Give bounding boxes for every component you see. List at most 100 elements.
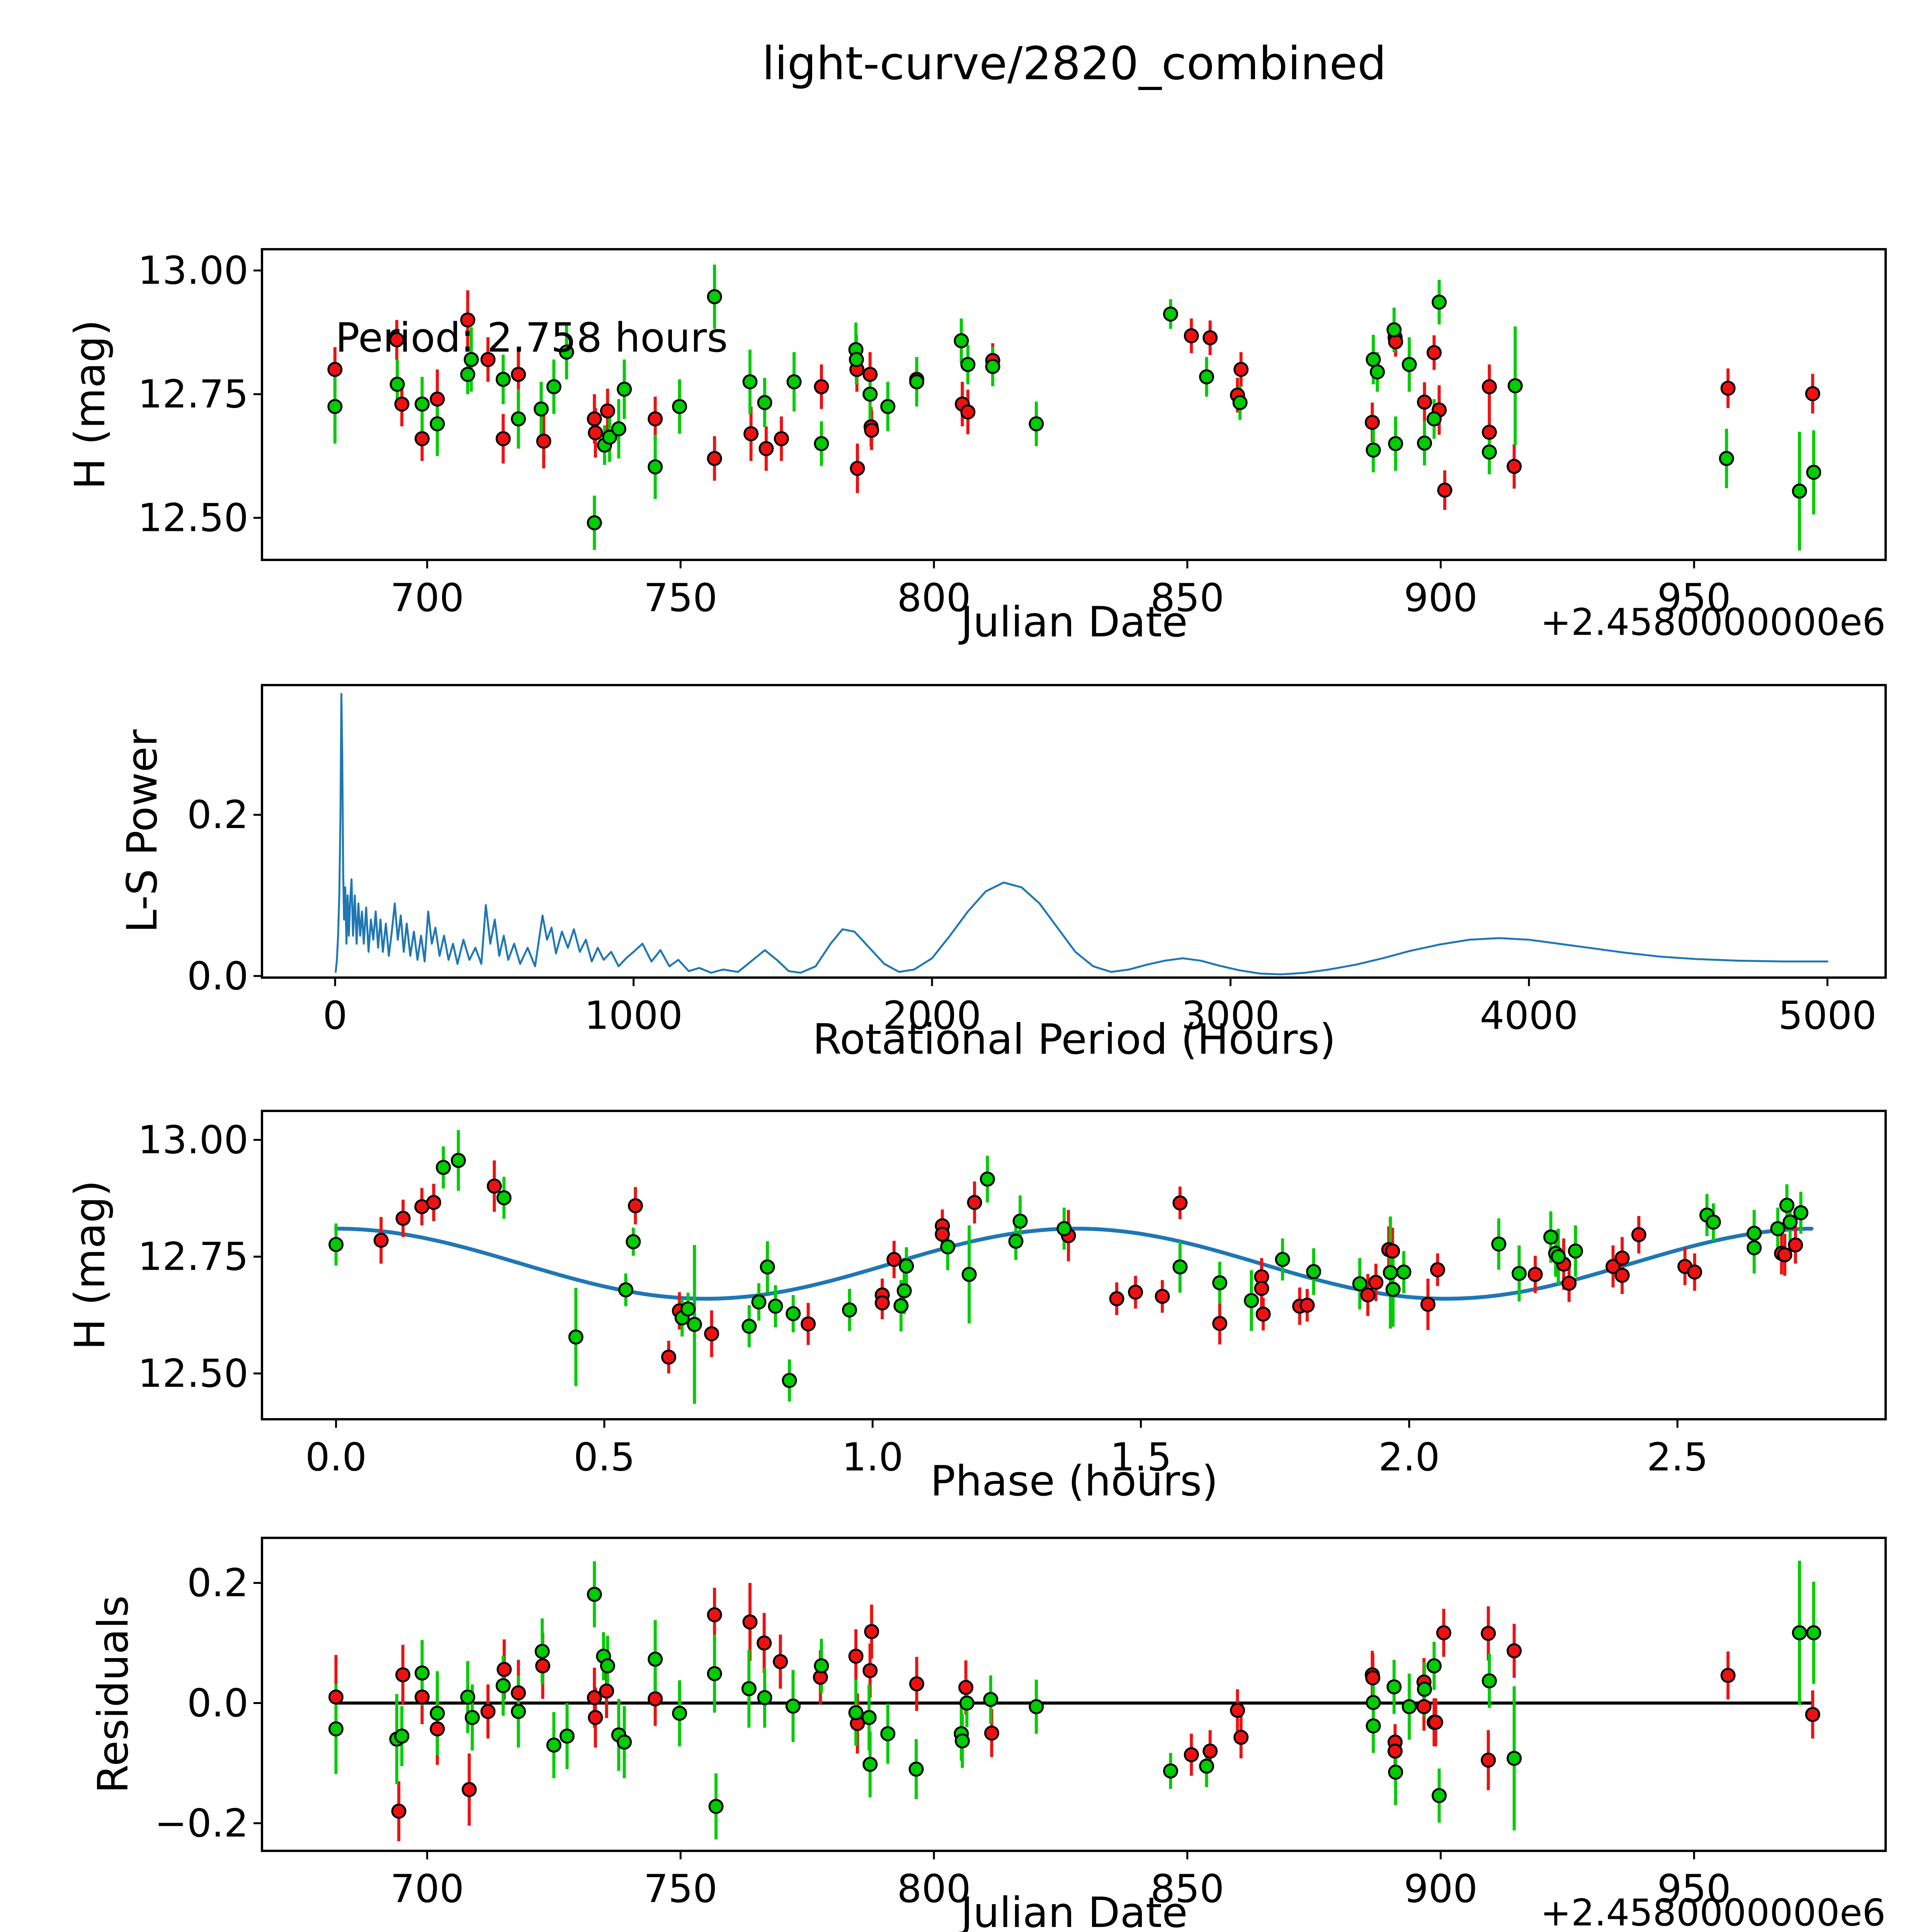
x-tick-label: 750: [644, 1866, 718, 1911]
data-point: [880, 399, 896, 414]
data-point: [760, 1259, 775, 1275]
data-point: [1507, 459, 1522, 474]
data-point: [1233, 1730, 1249, 1745]
data-point: [389, 377, 405, 392]
x-tick-label: 0.0: [305, 1434, 367, 1480]
data-point: [430, 1706, 445, 1721]
data-point: [426, 1195, 441, 1210]
data-point: [560, 1728, 575, 1744]
data-point: [1370, 364, 1385, 380]
data-point: [1401, 357, 1417, 372]
data-point: [958, 1680, 974, 1695]
data-point: [511, 1704, 526, 1719]
y-axis-residuals: 0.2 0.0 −0.2: [155, 1560, 262, 1846]
data-point: [1806, 464, 1821, 480]
data-point: [1719, 451, 1734, 466]
data-point: [1417, 435, 1432, 451]
data-point: [886, 1252, 902, 1267]
data-point: [600, 1658, 615, 1673]
data-point: [1385, 1282, 1401, 1297]
data-point: [961, 1267, 977, 1282]
data-point: [1806, 1625, 1821, 1641]
data-point: [1432, 294, 1447, 310]
data-point: [1481, 1673, 1497, 1689]
panel1-annotation: Period: 2.758 hours: [335, 314, 728, 361]
panel2-ylabel: L-S Power: [118, 729, 167, 933]
data-point: [1605, 1259, 1621, 1274]
markers-green: [328, 1587, 1821, 1814]
axes-frame: [261, 248, 1887, 561]
data-point: [394, 396, 410, 412]
data-point: [1491, 1236, 1507, 1252]
y-tick-label: 0.2: [187, 1560, 248, 1605]
x-tick-label: 2000: [883, 993, 981, 1038]
data-point: [599, 1683, 614, 1699]
data-point: [1401, 1699, 1417, 1714]
y-tick-label: 13.00: [138, 1117, 248, 1162]
data-point: [1172, 1195, 1188, 1211]
data-point: [1481, 379, 1497, 395]
x-axis-residuals: 700 750 800 850 900 950: [390, 1851, 1731, 1911]
data-point: [486, 1179, 502, 1194]
data-point: [536, 434, 551, 449]
data-point: [587, 515, 602, 531]
x-tick-label: 950: [1657, 575, 1731, 620]
data-point: [742, 1614, 758, 1630]
data-point: [774, 431, 789, 446]
x-tick-label: 2.0: [1378, 1434, 1440, 1480]
data-point: [1551, 1249, 1566, 1264]
data-point: [1388, 436, 1403, 451]
data-point: [1360, 1287, 1376, 1303]
data-point: [1184, 1747, 1199, 1762]
data-point: [980, 1172, 995, 1187]
panel1-offset-text: +2.4580000000e6: [1540, 601, 1886, 644]
data-point: [743, 426, 759, 442]
x-axis-phase: 0.0 0.5 1.0 1.5 2.0 2.5: [305, 1419, 1708, 1480]
x-tick-label: 800: [897, 575, 971, 620]
data-point: [611, 421, 626, 437]
panel4-ylabel: Residuals: [89, 1595, 138, 1793]
data-point: [1614, 1268, 1630, 1283]
data-point: [899, 1258, 914, 1274]
data-point: [1420, 1297, 1435, 1312]
data-point: [1008, 1233, 1024, 1249]
data-point: [757, 395, 772, 410]
x-tick-label: 700: [390, 575, 464, 620]
data-point: [1366, 1718, 1381, 1734]
x-tick-label: 0: [323, 993, 347, 1038]
data-point: [1512, 1266, 1527, 1281]
y-tick-label: 0.0: [187, 953, 248, 998]
data-point: [785, 1698, 801, 1714]
data-point: [1631, 1227, 1646, 1242]
data-point: [497, 1662, 512, 1677]
y-tick-label: −0.2: [155, 1801, 248, 1846]
data-point: [626, 1234, 641, 1250]
data-point: [814, 1658, 829, 1673]
data-point: [1254, 1281, 1269, 1296]
data-point: [1230, 1702, 1245, 1718]
data-point: [389, 332, 405, 347]
data-point: [862, 1757, 878, 1772]
data-point: [742, 1318, 757, 1334]
data-point: [757, 1690, 772, 1706]
data-point: [1163, 1763, 1178, 1779]
data-point: [1426, 345, 1442, 361]
data-point: [874, 1295, 890, 1311]
x-tick-label: 5000: [1778, 993, 1877, 1038]
data-point: [1299, 1298, 1315, 1313]
data-point: [984, 1725, 1000, 1741]
data-point: [814, 379, 829, 395]
data-point: [328, 1237, 344, 1252]
y-tick-label: 12.50: [138, 1351, 248, 1396]
data-point: [801, 1316, 816, 1332]
data-point: [1417, 395, 1432, 410]
data-point: [648, 1691, 663, 1707]
data-point: [1507, 1751, 1522, 1766]
data-point: [535, 1658, 551, 1673]
markers-red: [328, 1607, 1820, 1819]
data-point: [1770, 1221, 1786, 1236]
data-point: [1212, 1316, 1228, 1331]
data-point: [1417, 1682, 1432, 1697]
data-point: [862, 1663, 878, 1679]
x-tick-label: 800: [897, 1866, 971, 1911]
